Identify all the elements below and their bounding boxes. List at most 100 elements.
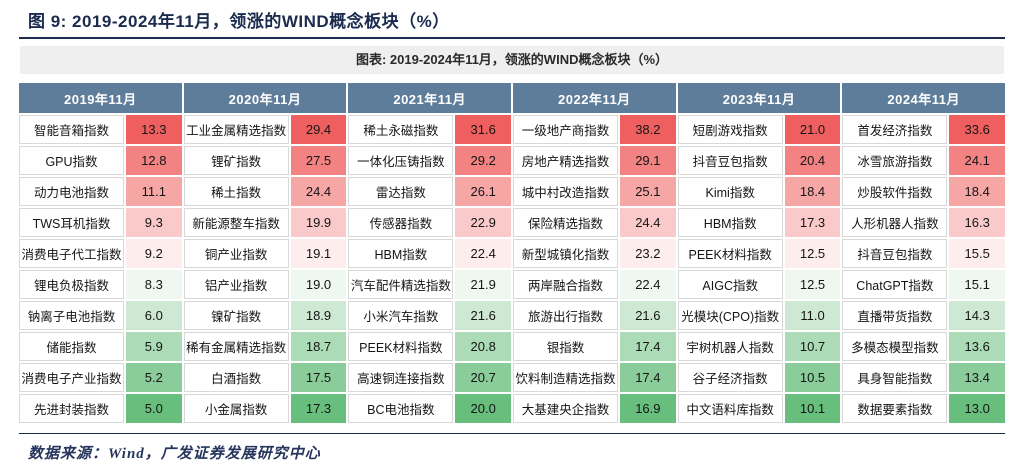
- index-name-cell: TWS耳机指数: [19, 208, 124, 237]
- table-row: 银指数 17.4: [513, 332, 676, 361]
- index-name-cell: 小金属指数: [183, 394, 289, 423]
- index-value-cell: 38.2: [620, 115, 676, 144]
- column-group: 2021年11月 稀土永磁指数 31.6 一体化压铸指数 29.2 雷达指数 26.1 传感器…: [348, 83, 512, 423]
- index-name-cell: 抖音豆包指数: [842, 239, 948, 268]
- index-value-cell: 10.1: [784, 394, 841, 423]
- table-row: 锂电负极指数 8.3: [19, 270, 182, 299]
- index-value-cell: 29.4: [290, 115, 347, 144]
- footer-rule: [19, 433, 1005, 434]
- index-value-cell: 23.2: [620, 239, 676, 268]
- table-row: 铜产业指数 19.1: [183, 239, 347, 268]
- index-name-cell: 钠离子电池指数: [19, 301, 124, 330]
- index-name-cell: 保险精选指数: [513, 208, 619, 237]
- index-value-cell: 9.3: [126, 208, 182, 237]
- index-name-cell: 锂电负极指数: [19, 270, 124, 299]
- index-name-cell: 炒股软件指数: [842, 177, 948, 206]
- table-row: 稀土永磁指数 31.6: [348, 115, 512, 144]
- index-name-cell: 首发经济指数: [842, 115, 948, 144]
- index-name-cell: 旅游出行指数: [513, 301, 619, 330]
- column-header: 2023年11月: [677, 83, 841, 113]
- table-row: 新能源整车指数 19.9: [183, 208, 347, 237]
- column-header: 2021年11月: [348, 83, 512, 113]
- table-row: 先进封装指数 5.0: [19, 394, 182, 423]
- table-row: 抖音豆包指数 15.5: [842, 239, 1006, 268]
- table-row: 宇树机器人指数 10.7: [677, 332, 841, 361]
- index-name-cell: 汽车配件精选指数: [348, 270, 454, 299]
- index-value-cell: 20.4: [784, 146, 841, 175]
- table-row: 储能指数 5.9: [19, 332, 182, 361]
- table-row: 首发经济指数 33.6: [842, 115, 1006, 144]
- index-value-cell: 8.3: [126, 270, 182, 299]
- index-name-cell: 谷子经济指数: [677, 363, 783, 392]
- index-value-cell: 19.0: [290, 270, 347, 299]
- table-row: 直播带货指数 14.3: [842, 301, 1006, 330]
- index-name-cell: 小米汽车指数: [348, 301, 454, 330]
- table-row: 光模块(CPO)指数 11.0: [677, 301, 841, 330]
- table-row: HBM指数 17.3: [677, 208, 841, 237]
- index-name-cell: 稀有金属精选指数: [183, 332, 289, 361]
- index-name-cell: 镍矿指数: [183, 301, 289, 330]
- index-name-cell: 多模态模型指数: [842, 332, 948, 361]
- index-value-cell: 20.7: [455, 363, 512, 392]
- index-value-cell: 21.0: [784, 115, 841, 144]
- table-row: 消费电子代工指数 9.2: [19, 239, 182, 268]
- index-value-cell: 10.7: [784, 332, 841, 361]
- index-name-cell: HBM指数: [348, 239, 454, 268]
- index-name-cell: 铜产业指数: [183, 239, 289, 268]
- table-row: 多模态模型指数 13.6: [842, 332, 1006, 361]
- index-name-cell: 稀土永磁指数: [348, 115, 454, 144]
- figure-title: 图 9: 2019-2024年11月，领涨的WIND概念板块（%）: [28, 12, 450, 31]
- concept-table: 2019年11月 智能音箱指数 13.3 GPU指数 12.8 动力电池指数 11.1 TWS…: [19, 83, 1006, 423]
- index-value-cell: 33.6: [949, 115, 1006, 144]
- index-name-cell: 宇树机器人指数: [677, 332, 783, 361]
- index-name-cell: 储能指数: [19, 332, 124, 361]
- index-name-cell: 人形机器人指数: [842, 208, 948, 237]
- index-name-cell: AIGC指数: [677, 270, 783, 299]
- table-row: 新型城镇化指数 23.2: [513, 239, 676, 268]
- table-row: 一级地产商指数 38.2: [513, 115, 676, 144]
- table-row: 炒股软件指数 18.4: [842, 177, 1006, 206]
- index-name-cell: 一级地产商指数: [513, 115, 619, 144]
- table-row: 短剧游戏指数 21.0: [677, 115, 841, 144]
- table-row: 稀土指数 24.4: [183, 177, 347, 206]
- index-name-cell: 锂矿指数: [183, 146, 289, 175]
- index-value-cell: 10.5: [784, 363, 841, 392]
- index-name-cell: PEEK材料指数: [348, 332, 454, 361]
- table-row: 智能音箱指数 13.3: [19, 115, 182, 144]
- index-value-cell: 27.5: [290, 146, 347, 175]
- index-value-cell: 17.5: [290, 363, 347, 392]
- table-row: 谷子经济指数 10.5: [677, 363, 841, 392]
- table-row: 城中村改造指数 25.1: [513, 177, 676, 206]
- column-header: 2024年11月: [842, 83, 1006, 113]
- table-row: ChatGPT指数 15.1: [842, 270, 1006, 299]
- table-row: 动力电池指数 11.1: [19, 177, 182, 206]
- index-value-cell: 31.6: [455, 115, 512, 144]
- table-row: AIGC指数 12.5: [677, 270, 841, 299]
- index-name-cell: Kimi指数: [677, 177, 783, 206]
- index-value-cell: 5.2: [126, 363, 182, 392]
- column-header: 2019年11月: [19, 83, 182, 113]
- table-row: PEEK材料指数 20.8: [348, 332, 512, 361]
- index-name-cell: 动力电池指数: [19, 177, 124, 206]
- table-row: 传感器指数 22.9: [348, 208, 512, 237]
- index-name-cell: 白酒指数: [183, 363, 289, 392]
- index-name-cell: 一体化压铸指数: [348, 146, 454, 175]
- index-name-cell: 房地产精选指数: [513, 146, 619, 175]
- index-value-cell: 13.6: [949, 332, 1006, 361]
- table-row: 稀有金属精选指数 18.7: [183, 332, 347, 361]
- index-name-cell: 饮料制造精选指数: [513, 363, 619, 392]
- index-value-cell: 21.6: [455, 301, 512, 330]
- table-row: 铝产业指数 19.0: [183, 270, 347, 299]
- table-row: 小米汽车指数 21.6: [348, 301, 512, 330]
- index-value-cell: 24.4: [620, 208, 676, 237]
- table-row: 抖音豆包指数 20.4: [677, 146, 841, 175]
- index-value-cell: 13.4: [949, 363, 1006, 392]
- table-row: 雷达指数 26.1: [348, 177, 512, 206]
- index-value-cell: 22.4: [620, 270, 676, 299]
- column-group: 2023年11月 短剧游戏指数 21.0 抖音豆包指数 20.4 Kimi指数 18.4 HB…: [677, 83, 841, 423]
- index-value-cell: 20.0: [455, 394, 512, 423]
- column-header: 2022年11月: [513, 83, 676, 113]
- column-header: 2020年11月: [183, 83, 347, 113]
- column-group: 2022年11月 一级地产商指数 38.2 房地产精选指数 29.1 城中村改造指数 25.…: [513, 83, 676, 423]
- table-row: 汽车配件精选指数 21.9: [348, 270, 512, 299]
